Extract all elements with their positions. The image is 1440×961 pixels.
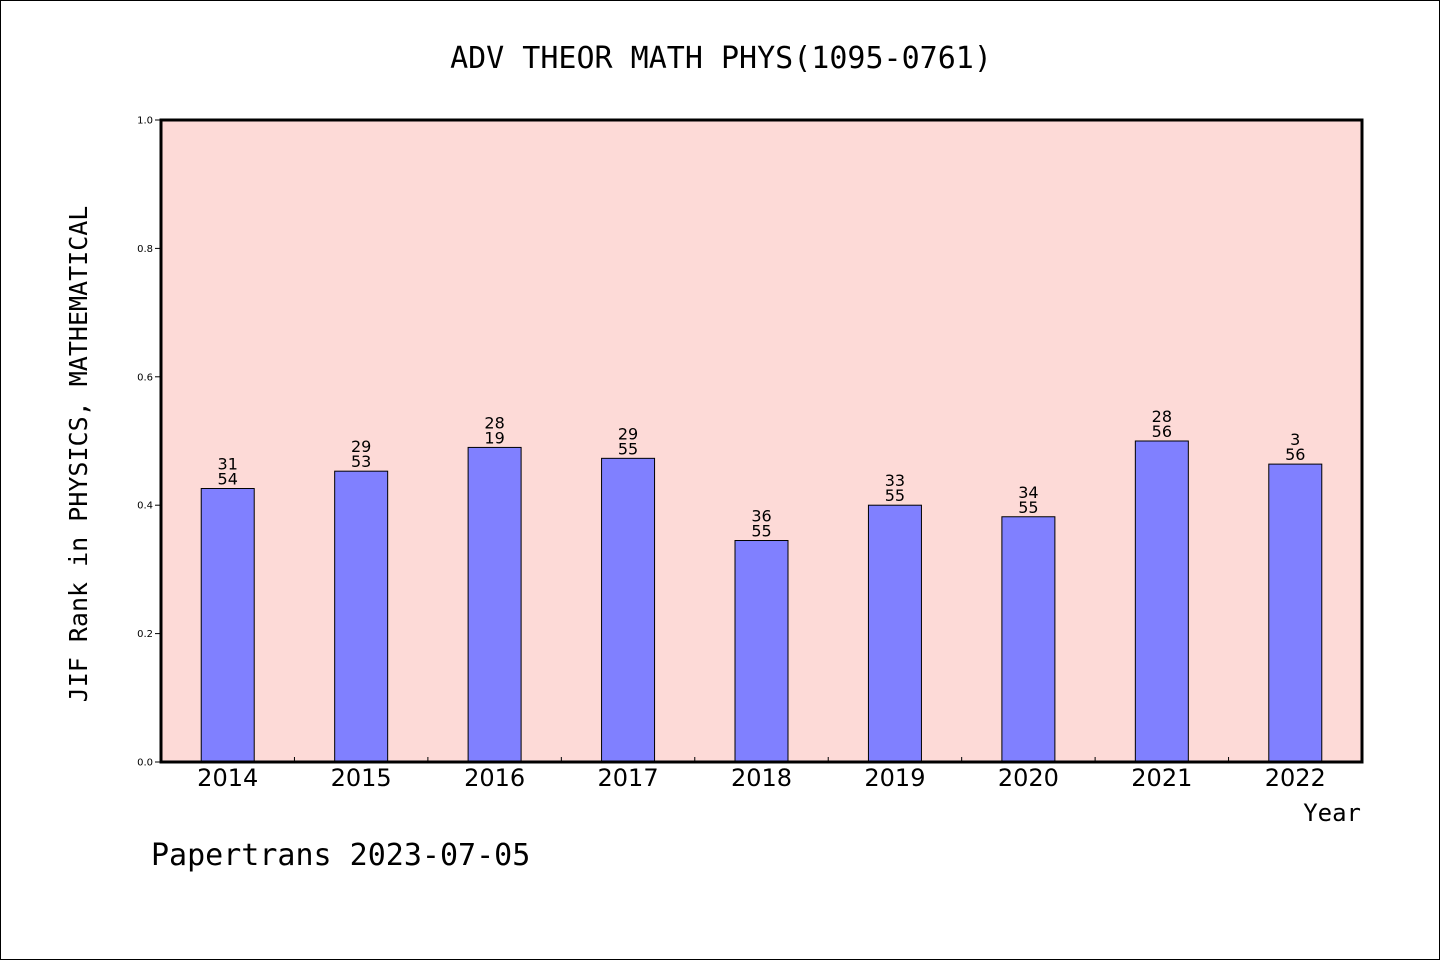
bar-label-rank-2015: 29 [351, 437, 371, 456]
bar-label-rank-2014: 31 [218, 455, 238, 474]
bar-label-total-2017: 55 [618, 439, 638, 458]
bar-label-total-2022: 56 [1285, 445, 1305, 464]
bar-label-total-2014: 54 [218, 470, 238, 489]
bars-layer [200, 440, 1323, 763]
bar-label-rank-2021: 28 [1152, 407, 1172, 426]
y-axis-title: JIF Rank in PHYSICS, MATHEMATICAL [64, 206, 93, 703]
bar-2021 [1134, 440, 1189, 763]
footer-credit: Papertrans 2023-07-05 [151, 838, 530, 873]
x-tick-label-2020: 2020 [998, 764, 1059, 792]
bar-label-total-2021: 56 [1152, 422, 1172, 441]
x-axis-title: Year [1303, 799, 1361, 827]
bar-label-total-2018: 55 [751, 522, 771, 541]
y-tick-label: 1.0 [137, 116, 153, 127]
bar-label-rank-2018: 36 [751, 507, 771, 526]
bar-label-rank-2016: 28 [484, 413, 504, 432]
bar-2015 [334, 470, 389, 763]
x-tick-label-2016: 2016 [464, 764, 525, 792]
bar-label-total-2019: 55 [885, 486, 905, 505]
bar-label-rank-2022: 3 [1290, 430, 1300, 449]
bar-label-total-2015: 53 [351, 452, 371, 471]
y-tick-label: 0.0 [137, 758, 153, 769]
bar-label-rank-2017: 29 [618, 424, 638, 443]
bar-label-rank-2020: 34 [1018, 483, 1038, 502]
x-tick-label-2014: 2014 [197, 764, 258, 792]
bar-2018 [734, 540, 789, 763]
plot-border [159, 118, 1364, 764]
y-tick-label: 0.4 [137, 501, 153, 512]
chart-title: ADV THEOR MATH PHYS(1095-0761) [450, 41, 992, 76]
x-tick-label-2019: 2019 [864, 764, 925, 792]
bar-2020 [1001, 516, 1056, 763]
x-tick-label-2018: 2018 [731, 764, 792, 792]
bar-2017 [601, 457, 656, 763]
x-axis: 2014 2015 2016 2017 2018 2019 2020 2021 2022 [197, 757, 1326, 792]
y-tick-label: 0.6 [137, 372, 153, 383]
bar-label-total-2016: 19 [484, 428, 504, 447]
x-tick-label-2021: 2021 [1131, 764, 1192, 792]
bar-2022 [1268, 463, 1323, 763]
bar-2016 [467, 446, 522, 763]
y-tick-label: 0.2 [137, 629, 153, 640]
x-tick-label-2022: 2022 [1265, 764, 1326, 792]
bar-label-rank-2019: 33 [885, 471, 905, 490]
y-axis: 0.0 0.2 0.4 0.6 0.8 1.0 [137, 116, 161, 769]
x-tick-label-2015: 2015 [331, 764, 392, 792]
y-tick-label: 0.8 [137, 244, 153, 255]
x-tick-label-2017: 2017 [598, 764, 659, 792]
bar-label-total-2020: 55 [1018, 498, 1038, 517]
bar-2019 [867, 504, 922, 763]
bar-2014 [200, 488, 255, 763]
